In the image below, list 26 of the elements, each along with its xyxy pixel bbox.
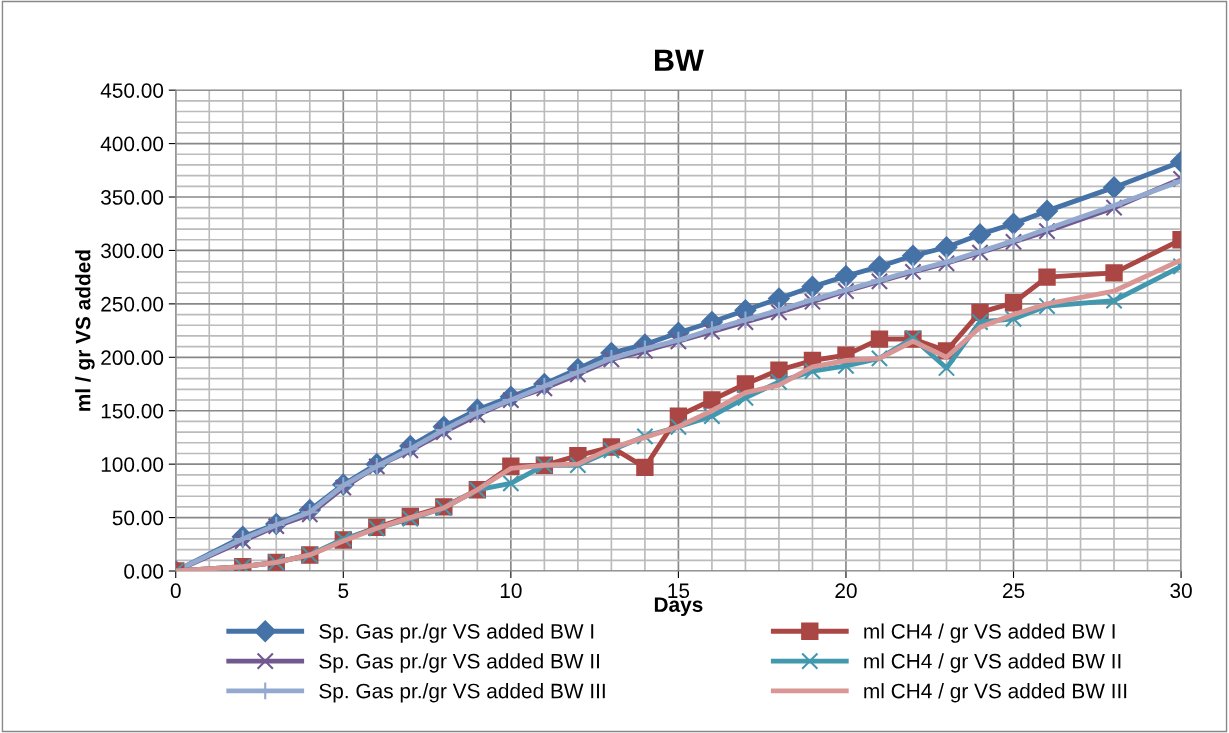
x-tick-label: 20 <box>835 583 857 599</box>
y-tick-label: 50.00 <box>112 510 164 526</box>
y-axis-title: ml / gr VS added <box>75 250 95 411</box>
y-tick-label: 100.00 <box>101 457 164 472</box>
x-tick-label: 5 <box>338 583 349 599</box>
x-tick-label: 15 <box>668 583 690 599</box>
y-tick-label: 250.00 <box>101 296 164 312</box>
x-tick-label: 10 <box>500 583 522 599</box>
y-tick-label: 400.00 <box>100 136 164 152</box>
legend-label: Sp. Gas pr./gr VS added BW II <box>319 653 599 673</box>
x-tick-label: 25 <box>1002 583 1025 599</box>
legend-label: ml CH4 / gr VS added BW I <box>864 623 1115 643</box>
legend-label: ml CH4 / gr VS added BW II <box>864 653 1121 673</box>
x-tick-label: 0 <box>170 583 181 599</box>
chart-title: BW <box>655 49 704 71</box>
x-axis-title: Days <box>654 597 703 617</box>
y-tick-label: 0.00 <box>124 564 164 579</box>
y-tick-label: 150.00 <box>101 403 164 419</box>
legend-label: Sp. Gas pr./gr VS added BW I <box>319 623 594 643</box>
legend-label: Sp. Gas pr./gr VS added BW III <box>319 683 605 703</box>
y-tick-label: 300.00 <box>101 243 164 259</box>
y-tick-label: 200.00 <box>101 350 164 366</box>
x-tick-label: 30 <box>1170 583 1192 599</box>
legend-label: ml CH4 / gr VS added BW III <box>864 683 1127 703</box>
y-tick-label: 350.00 <box>101 190 164 205</box>
y-tick-label: 450.00 <box>100 83 164 98</box>
